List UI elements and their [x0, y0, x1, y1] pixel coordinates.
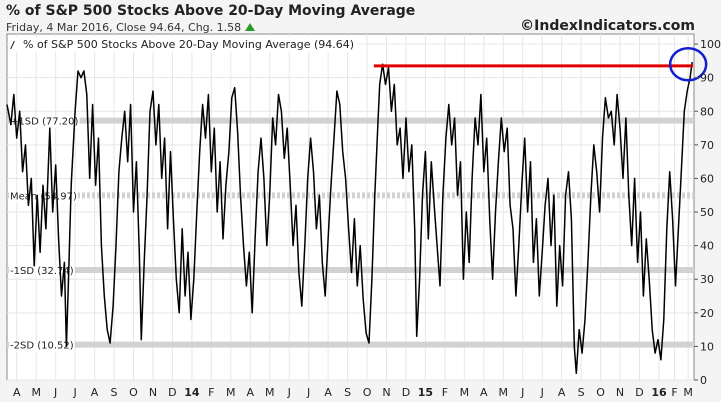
- legend-label: % of S&P 500 Stocks Above 20-Day Moving …: [23, 38, 355, 51]
- band-label: -1SD (32.74): [10, 266, 74, 277]
- band-label-bg: [9, 266, 75, 278]
- x-tick-label: D: [168, 386, 176, 399]
- y-tick-label: 50: [700, 206, 714, 219]
- x-tick-label: S: [344, 386, 351, 399]
- y-tick-label: 80: [700, 105, 714, 118]
- band-label: +1SD (77.20): [10, 117, 78, 128]
- x-tick-label: N: [382, 386, 390, 399]
- x-tick-label: D: [402, 386, 410, 399]
- x-tick-label: J: [306, 386, 310, 399]
- up-arrow-icon: [245, 23, 256, 31]
- x-tick-label: J: [72, 386, 76, 399]
- band-label-bg: [9, 340, 75, 352]
- y-tick-label: 90: [700, 72, 714, 85]
- x-tick-label: M: [683, 386, 693, 399]
- series-line: [6, 62, 693, 375]
- x-tick-label: N: [616, 386, 624, 399]
- x-tick-label: 14: [184, 386, 200, 399]
- x-tick-label: F: [442, 386, 448, 399]
- subtitle-text: Friday, 4 Mar 2016, Close 94.64, Chg. 1.…: [6, 21, 242, 34]
- x-tick-label: O: [129, 386, 138, 399]
- x-tick-label: A: [247, 386, 255, 399]
- x-tick-label: M: [226, 386, 236, 399]
- y-tick-label: 70: [700, 139, 714, 152]
- x-tick-label: M: [31, 386, 41, 399]
- chart-title: % of S&P 500 Stocks Above 20-Day Moving …: [6, 3, 416, 19]
- y-tick-label: 20: [700, 307, 714, 320]
- credit-text: ©IndexIndicators.com: [520, 18, 695, 34]
- x-tick-label: J: [540, 386, 544, 399]
- x-tick-label: M: [460, 386, 470, 399]
- legend: % of S&P 500 Stocks Above 20-Day Moving …: [9, 37, 358, 52]
- y-tick-label: 30: [700, 273, 714, 286]
- x-tick-label: N: [149, 386, 157, 399]
- x-tick-label: A: [91, 386, 99, 399]
- x-tick-label: O: [596, 386, 605, 399]
- x-tick-label: D: [635, 386, 643, 399]
- y-tick-label: 0: [700, 374, 707, 387]
- x-tick-label: F: [671, 386, 677, 399]
- x-tick-label: S: [578, 386, 585, 399]
- x-tick-label: A: [558, 386, 566, 399]
- x-tick-label: A: [13, 386, 21, 399]
- band-label: -2SD (10.52): [10, 341, 74, 352]
- x-tick-label: 15: [418, 386, 433, 399]
- highlight-circle: [668, 46, 708, 82]
- band-label-bg: [9, 116, 80, 128]
- x-tick-label: 16: [651, 386, 667, 399]
- plot-area: [6, 33, 695, 381]
- y-tick-label: 60: [700, 172, 714, 185]
- x-tick-label: S: [111, 386, 118, 399]
- y-tick-label: 40: [700, 240, 714, 253]
- x-tick-label: M: [265, 386, 275, 399]
- x-tick-label: A: [480, 386, 488, 399]
- x-tick-label: J: [53, 386, 57, 399]
- legend-swatch-icon: [10, 41, 21, 49]
- y-tick-label: 10: [700, 340, 714, 353]
- x-tick-label: F: [208, 386, 214, 399]
- x-tick-label: J: [520, 386, 524, 399]
- y-tick-label: 100: [700, 38, 721, 51]
- chart-subtitle: Friday, 4 Mar 2016, Close 94.64, Chg. 1.…: [6, 21, 256, 34]
- x-tick-label: O: [363, 386, 372, 399]
- x-tick-label: M: [499, 386, 509, 399]
- x-tick-label: J: [287, 386, 291, 399]
- x-tick-label: A: [324, 386, 332, 399]
